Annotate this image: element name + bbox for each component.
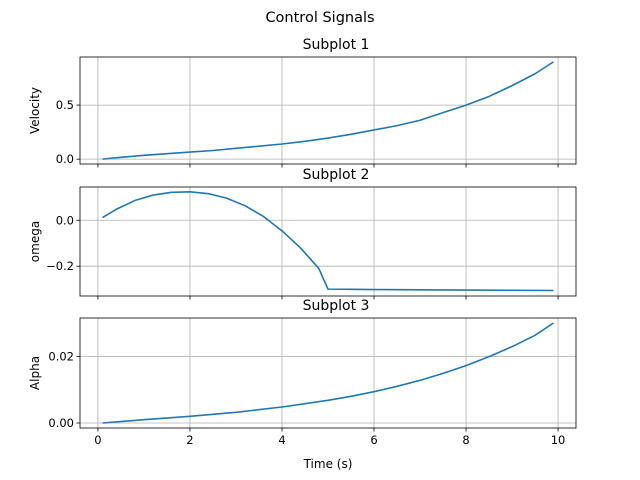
- y-axis-label: Alpha: [28, 356, 42, 390]
- y-axis-label: Velocity: [28, 87, 42, 134]
- figure-suptitle: Control Signals: [265, 10, 374, 26]
- axes-frame: [79, 56, 577, 165]
- x-tick-label: 10: [551, 433, 566, 447]
- subplot-3: 0 2 4 6 8 10 0.00 0.02 Subplot 3 Alpha: [28, 298, 577, 447]
- subplot-panels: 0.0 0.5 Subplot 1 Velocity 0.0 −0.2 Subplot 2 o…: [28, 37, 577, 447]
- x-tick-label: 6: [370, 433, 377, 447]
- y-tick-label: −0.2: [46, 259, 74, 273]
- series-line: [102, 61, 554, 160]
- x-tick-label: 8: [462, 433, 469, 447]
- y-tick-label: 0.00: [48, 416, 74, 430]
- figure-xlabel: Time (s): [303, 457, 353, 471]
- series-line: [102, 322, 554, 424]
- subplot-title: Subplot 2: [303, 167, 370, 183]
- y-tick-label: 0.02: [48, 349, 74, 363]
- y-tick-label: 0.0: [56, 152, 74, 166]
- subplot-2: 0.0 −0.2 Subplot 2 omega: [28, 167, 577, 300]
- subplot-1: 0.0 0.5 Subplot 1 Velocity: [28, 37, 577, 168]
- y-tick-label: 0.0: [56, 213, 74, 227]
- x-tick-label: 2: [186, 433, 193, 447]
- axes-frame: [79, 186, 577, 297]
- subplot-title: Subplot 3: [303, 298, 370, 314]
- series-line: [102, 191, 554, 292]
- y-axis-label: omega: [28, 221, 42, 262]
- x-tick-label: 0: [94, 433, 101, 447]
- y-tick-label: 0.5: [56, 98, 74, 112]
- x-tick-label: 4: [278, 433, 285, 447]
- subplot-title: Subplot 1: [303, 37, 370, 53]
- axes-frame: [79, 317, 577, 429]
